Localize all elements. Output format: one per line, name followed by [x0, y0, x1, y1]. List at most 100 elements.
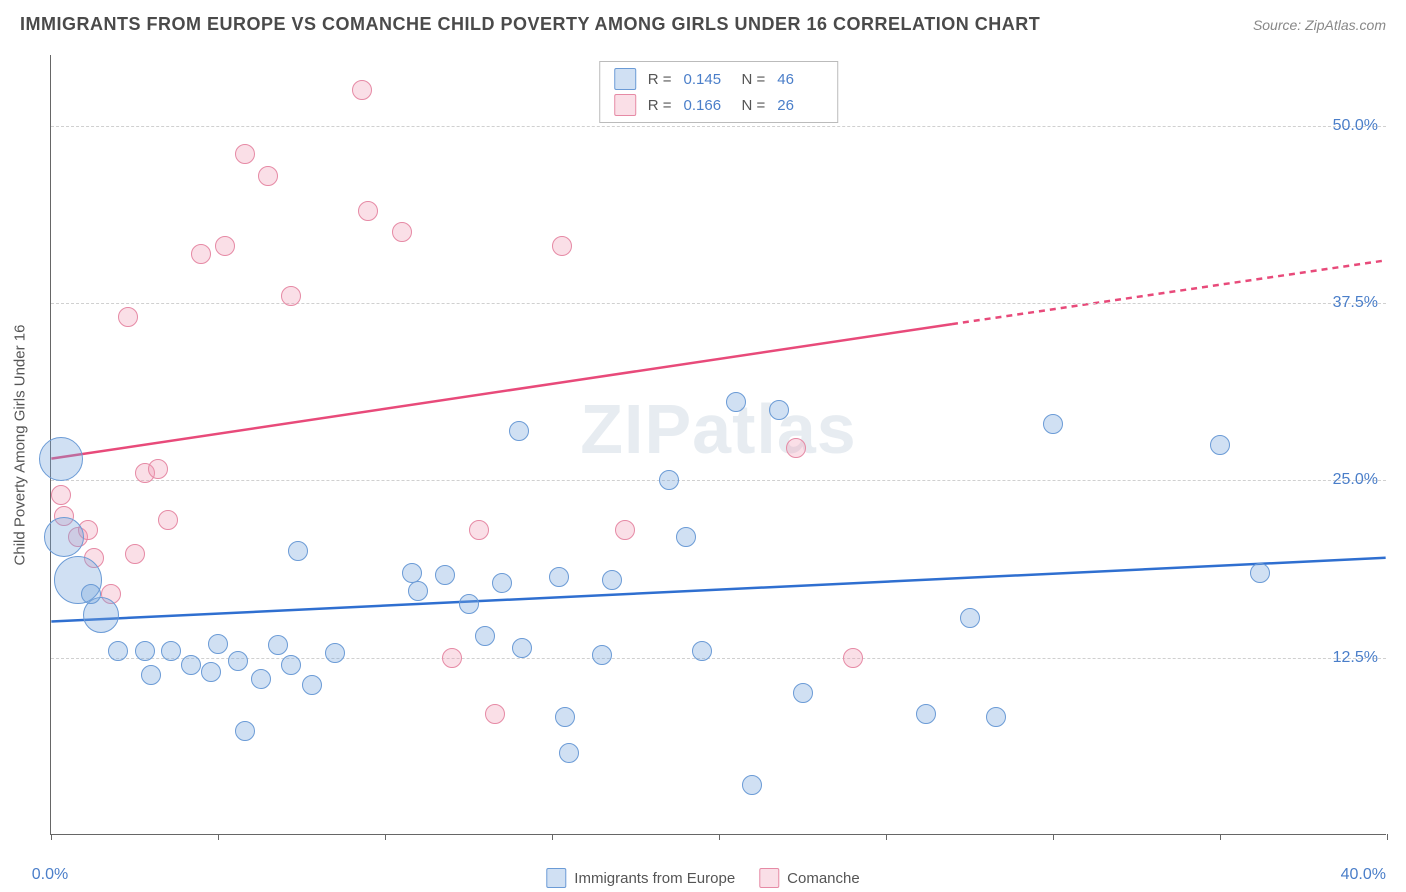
comanche-n-value: 26 — [777, 97, 823, 114]
x-tick-label-min: 0.0% — [32, 866, 68, 884]
y-tick-label: 25.0% — [1333, 471, 1378, 489]
comanche-data-point — [281, 286, 301, 306]
x-tick — [51, 834, 52, 840]
plot-area: ZIPatlas R = 0.145 N = 46 R = 0.166 N = … — [50, 55, 1386, 835]
europe-data-point — [549, 567, 569, 587]
europe-data-point — [161, 641, 181, 661]
europe-data-point — [475, 626, 495, 646]
x-tick — [719, 834, 720, 840]
europe-data-point — [512, 638, 532, 658]
plot-wrapper: Child Poverty Among Girls Under 16 ZIPat… — [50, 55, 1386, 835]
comanche-data-point — [235, 144, 255, 164]
gridline-h — [51, 480, 1386, 481]
gridline-h — [51, 658, 1386, 659]
correlation-legend-row-europe: R = 0.145 N = 46 — [614, 66, 824, 92]
comanche-swatch-icon — [759, 868, 779, 888]
comanche-data-point — [392, 222, 412, 242]
x-tick — [1053, 834, 1054, 840]
y-tick-label: 37.5% — [1333, 294, 1378, 312]
title-bar: IMMIGRANTS FROM EUROPE VS COMANCHE CHILD… — [0, 0, 1406, 43]
europe-data-point — [492, 573, 512, 593]
europe-data-point — [1250, 563, 1270, 583]
comanche-data-point — [148, 459, 168, 479]
europe-data-point — [459, 594, 479, 614]
x-tick — [385, 834, 386, 840]
r-label: R = — [648, 71, 672, 88]
comanche-data-point — [552, 236, 572, 256]
europe-data-point — [592, 645, 612, 665]
europe-data-point — [1043, 414, 1063, 434]
europe-swatch-icon — [614, 68, 636, 90]
europe-data-point — [135, 641, 155, 661]
europe-swatch-icon — [546, 868, 566, 888]
comanche-data-point — [125, 544, 145, 564]
europe-data-point — [281, 655, 301, 675]
comanche-data-point — [352, 80, 372, 100]
comanche-data-point — [786, 438, 806, 458]
europe-n-value: 46 — [777, 71, 823, 88]
y-tick-label: 12.5% — [1333, 649, 1378, 667]
comanche-legend-label: Comanche — [787, 870, 860, 887]
europe-data-point — [141, 665, 161, 685]
europe-data-point — [228, 651, 248, 671]
europe-data-point — [408, 581, 428, 601]
europe-data-point — [559, 743, 579, 763]
correlation-legend: R = 0.145 N = 46 R = 0.166 N = 26 — [599, 61, 839, 123]
europe-data-point — [201, 662, 221, 682]
comanche-data-point — [258, 166, 278, 186]
europe-data-point — [916, 704, 936, 724]
trend-line — [51, 558, 1385, 622]
comanche-data-point — [615, 520, 635, 540]
europe-data-point — [208, 634, 228, 654]
comanche-data-point — [442, 648, 462, 668]
trend-line — [952, 260, 1386, 324]
europe-data-point — [726, 392, 746, 412]
comanche-swatch-icon — [614, 94, 636, 116]
europe-data-point — [39, 437, 83, 481]
europe-data-point — [251, 669, 271, 689]
europe-data-point — [268, 635, 288, 655]
europe-data-point — [960, 608, 980, 628]
europe-data-point — [288, 541, 308, 561]
gridline-h — [51, 126, 1386, 127]
europe-data-point — [1210, 435, 1230, 455]
europe-data-point — [793, 683, 813, 703]
comanche-data-point — [358, 201, 378, 221]
europe-r-value: 0.145 — [684, 71, 730, 88]
series-legend: Immigrants from Europe Comanche — [546, 868, 859, 888]
legend-item-europe: Immigrants from Europe — [546, 868, 735, 888]
comanche-data-point — [215, 236, 235, 256]
europe-data-point — [235, 721, 255, 741]
europe-data-point — [108, 641, 128, 661]
comanche-r-value: 0.166 — [684, 97, 730, 114]
europe-data-point — [402, 563, 422, 583]
europe-data-point — [435, 565, 455, 585]
comanche-data-point — [843, 648, 863, 668]
watermark: ZIPatlas — [580, 389, 856, 469]
comanche-data-point — [469, 520, 489, 540]
comanche-data-point — [51, 485, 71, 505]
europe-data-point — [692, 641, 712, 661]
comanche-data-point — [118, 307, 138, 327]
europe-data-point — [742, 775, 762, 795]
x-tick — [218, 834, 219, 840]
correlation-legend-row-comanche: R = 0.166 N = 26 — [614, 92, 824, 118]
trend-lines-svg — [51, 55, 1386, 834]
europe-data-point — [302, 675, 322, 695]
source-prefix: Source: — [1253, 17, 1305, 33]
x-tick — [886, 834, 887, 840]
x-tick — [552, 834, 553, 840]
europe-data-point — [676, 527, 696, 547]
europe-data-point — [555, 707, 575, 727]
legend-item-comanche: Comanche — [759, 868, 860, 888]
chart-title: IMMIGRANTS FROM EUROPE VS COMANCHE CHILD… — [20, 14, 1040, 35]
n-label: N = — [742, 71, 766, 88]
gridline-h — [51, 303, 1386, 304]
n-label: N = — [742, 97, 766, 114]
europe-data-point — [325, 643, 345, 663]
comanche-data-point — [191, 244, 211, 264]
europe-data-point — [81, 584, 101, 604]
y-tick-label: 50.0% — [1333, 117, 1378, 135]
source-attribution: Source: ZipAtlas.com — [1253, 17, 1386, 33]
y-axis-label: Child Poverty Among Girls Under 16 — [12, 325, 29, 566]
